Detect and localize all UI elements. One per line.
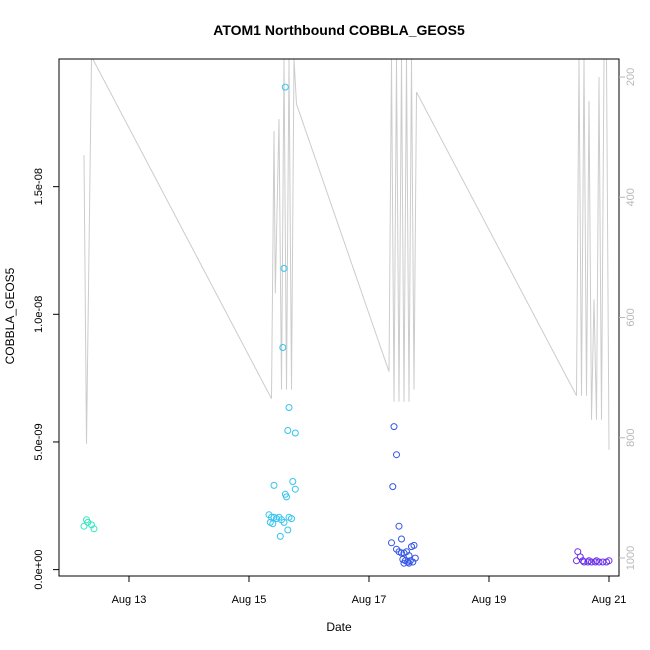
data-point bbox=[585, 557, 593, 565]
data-point bbox=[291, 429, 299, 437]
x-axis-label: Date bbox=[326, 620, 352, 634]
data-point bbox=[280, 264, 288, 272]
data-point bbox=[398, 535, 405, 543]
data-point bbox=[395, 522, 403, 530]
y-tick-label: 0.0e+00 bbox=[33, 550, 45, 590]
y-axis-left: 0.0e+00 5.0e-09 1.0e-08 1.5e-08 bbox=[33, 168, 59, 590]
data-point bbox=[388, 539, 395, 547]
data-point bbox=[580, 558, 588, 566]
y-tick-label: 1.5e-08 bbox=[33, 168, 45, 205]
data-point bbox=[90, 525, 98, 533]
data-point bbox=[398, 549, 405, 557]
data-point bbox=[270, 481, 278, 489]
chart-title: ATOM1 Northbound COBBLA_GEOS5 bbox=[213, 22, 465, 38]
x-tick-label: Aug 19 bbox=[472, 594, 507, 606]
data-point bbox=[283, 493, 290, 501]
data-point bbox=[389, 483, 397, 491]
data-point bbox=[573, 557, 580, 565]
data-point bbox=[289, 478, 297, 485]
series-2 bbox=[265, 83, 299, 540]
data-point bbox=[411, 554, 419, 562]
data-point bbox=[284, 427, 292, 434]
data-point bbox=[390, 423, 398, 431]
right-tick-label: 200 bbox=[625, 68, 637, 86]
y-axis-label: COBBLA_GEOS5 bbox=[3, 267, 17, 364]
data-point bbox=[405, 552, 413, 560]
y-tick-label: 1.0e-08 bbox=[33, 296, 45, 333]
x-tick-label: Aug 15 bbox=[232, 594, 267, 606]
series-1 bbox=[80, 516, 98, 533]
data-point bbox=[284, 526, 292, 534]
data-point bbox=[400, 559, 408, 567]
data-point bbox=[280, 518, 288, 526]
scatter-points-layer bbox=[80, 83, 613, 567]
data-point bbox=[268, 513, 275, 521]
data-point bbox=[584, 558, 592, 566]
data-point bbox=[285, 404, 293, 411]
right-tick-label: 800 bbox=[625, 429, 637, 447]
data-point bbox=[276, 532, 284, 540]
x-tick-label: Aug 21 bbox=[592, 594, 627, 606]
data-point bbox=[393, 451, 400, 459]
data-point bbox=[288, 515, 295, 523]
data-point bbox=[405, 559, 413, 567]
series-3 bbox=[388, 423, 419, 567]
data-point bbox=[80, 522, 88, 530]
x-tick-label: Aug 13 bbox=[112, 594, 147, 606]
x-tick-label: Aug 17 bbox=[352, 594, 387, 606]
right-tick-label: 400 bbox=[625, 188, 637, 206]
y-axis-right: 200 400 600 800 1000 bbox=[619, 68, 637, 570]
data-point bbox=[593, 557, 600, 565]
data-point bbox=[279, 344, 287, 351]
y-tick-label: 5.0e-09 bbox=[33, 423, 45, 460]
data-point bbox=[410, 541, 418, 549]
data-point bbox=[591, 558, 599, 566]
x-axis: Aug 13 Aug 15 Aug 17 Aug 19 Aug 21 bbox=[112, 576, 627, 606]
right-tick-label: 1000 bbox=[625, 546, 637, 570]
series-4 bbox=[573, 548, 613, 566]
data-point bbox=[281, 83, 289, 91]
data-point bbox=[269, 520, 277, 528]
right-tick-label: 600 bbox=[625, 308, 637, 326]
data-point bbox=[291, 485, 299, 493]
data-point bbox=[605, 557, 613, 565]
